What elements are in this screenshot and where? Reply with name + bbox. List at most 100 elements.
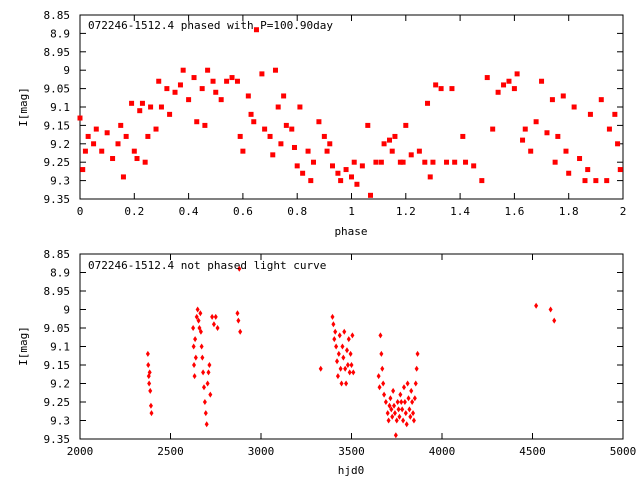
data-point	[388, 395, 393, 402]
data-point	[392, 402, 397, 409]
data-point	[354, 181, 360, 187]
data-point	[118, 122, 124, 128]
data-point	[300, 170, 306, 176]
data-point	[394, 417, 399, 424]
data-point	[283, 122, 289, 128]
data-point	[297, 104, 303, 110]
data-point	[392, 410, 397, 417]
phased-light-curve-panel: 0 0.2 0.4 0.6 0.8 1 1.2 1.4 1.6 1.8 2 8.85 8.9 8.95 9 9…	[17, 9, 626, 238]
data-point	[180, 67, 186, 73]
data-point	[145, 133, 151, 139]
x-tick-label: 0.8	[287, 205, 307, 218]
data-point	[148, 104, 154, 110]
data-point	[82, 148, 88, 154]
data-point	[349, 362, 354, 368]
y-tick-label: 8.95	[44, 285, 71, 298]
data-point	[563, 148, 569, 154]
data-point	[343, 167, 349, 173]
data-point	[405, 380, 410, 387]
data-point	[148, 387, 153, 394]
data-point	[460, 133, 466, 139]
data-point	[506, 78, 512, 84]
data-point	[340, 343, 345, 350]
data-point	[191, 343, 196, 350]
data-point	[495, 89, 501, 95]
data-point	[343, 365, 348, 372]
data-point	[146, 362, 151, 368]
data-point	[612, 111, 618, 117]
data-point	[270, 152, 276, 158]
data-point	[291, 144, 297, 150]
data-point	[172, 89, 178, 95]
data-point	[330, 313, 335, 320]
x-tick-label: 1	[348, 205, 355, 218]
data-point	[391, 387, 396, 394]
data-point	[208, 391, 213, 398]
data-point	[415, 350, 420, 357]
data-point	[393, 432, 398, 439]
data-point	[389, 406, 394, 413]
data-point	[224, 78, 230, 84]
y-tick-label: 9.3	[50, 175, 70, 188]
y-tick-label: 9.2	[50, 378, 70, 391]
data-point	[308, 178, 314, 184]
data-point	[344, 347, 349, 354]
data-point	[215, 325, 220, 331]
data-point	[147, 369, 152, 376]
x-tick-label: 3000	[248, 445, 275, 458]
data-point	[85, 133, 91, 139]
data-point	[416, 148, 422, 154]
data-point	[522, 126, 528, 132]
data-point	[134, 156, 140, 162]
data-point	[337, 332, 342, 339]
x-tick-label: 1.8	[559, 205, 579, 218]
data-point	[397, 159, 403, 165]
data-point	[341, 354, 346, 361]
y-axis-label: I[mag]	[17, 87, 30, 127]
y-tick-label: 8.85	[44, 248, 71, 261]
data-point	[395, 399, 400, 405]
data-point	[137, 108, 143, 114]
y-tick-label: 9.25	[44, 156, 71, 169]
data-point	[520, 137, 526, 143]
data-point	[213, 313, 218, 320]
data-point	[534, 302, 539, 309]
y-tick-label: 8.9	[50, 27, 70, 40]
x-tick-label: 5000	[610, 445, 637, 458]
data-point	[237, 265, 242, 272]
data-point	[335, 170, 341, 176]
data-point	[377, 384, 382, 391]
data-point	[316, 119, 322, 125]
data-point	[444, 159, 450, 165]
data-point	[262, 126, 268, 132]
data-point	[234, 78, 240, 84]
x-axis-label: phase	[334, 225, 367, 238]
data-point	[433, 82, 439, 88]
data-point	[329, 163, 335, 169]
data-point	[104, 130, 110, 136]
data-point	[555, 133, 561, 139]
data-point	[414, 365, 419, 372]
data-point	[338, 365, 343, 372]
data-point	[335, 373, 340, 380]
data-point	[342, 328, 347, 335]
data-point	[544, 130, 550, 136]
data-point	[324, 148, 330, 154]
data-point	[194, 313, 199, 320]
data-point	[278, 141, 284, 147]
data-point	[533, 119, 539, 125]
data-point	[407, 406, 412, 413]
data-point	[403, 410, 408, 417]
x-tick-label: 1.4	[450, 205, 470, 218]
data-point	[115, 141, 121, 147]
data-point	[528, 148, 534, 154]
y-tick-label: 9.2	[50, 138, 70, 151]
data-point	[617, 167, 623, 173]
y-tick-label: 9.1	[50, 101, 70, 114]
data-point	[164, 86, 170, 92]
data-point	[336, 350, 341, 357]
data-point	[305, 148, 311, 154]
x-tick-label: 1.2	[396, 205, 416, 218]
x-tick-label: 0	[77, 205, 84, 218]
data-point	[259, 71, 265, 77]
